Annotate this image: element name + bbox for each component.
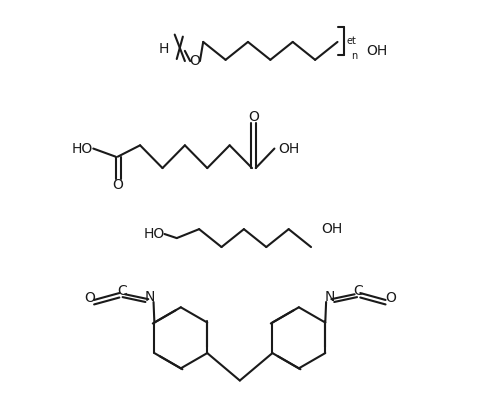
Text: C: C xyxy=(353,284,362,298)
Text: OH: OH xyxy=(366,44,387,58)
Text: OH: OH xyxy=(278,142,299,155)
Text: HO: HO xyxy=(72,142,94,155)
Text: H: H xyxy=(158,42,168,56)
Text: O: O xyxy=(248,110,258,124)
Text: n: n xyxy=(350,51,357,61)
Text: O: O xyxy=(112,178,124,192)
Text: O: O xyxy=(385,291,396,305)
Text: N: N xyxy=(145,290,156,304)
Text: C: C xyxy=(117,284,126,298)
Text: O: O xyxy=(84,291,94,305)
Text: et: et xyxy=(347,36,356,46)
Text: O: O xyxy=(190,54,200,68)
Text: HO: HO xyxy=(144,227,165,241)
Text: OH: OH xyxy=(321,222,342,236)
Text: N: N xyxy=(324,290,334,304)
